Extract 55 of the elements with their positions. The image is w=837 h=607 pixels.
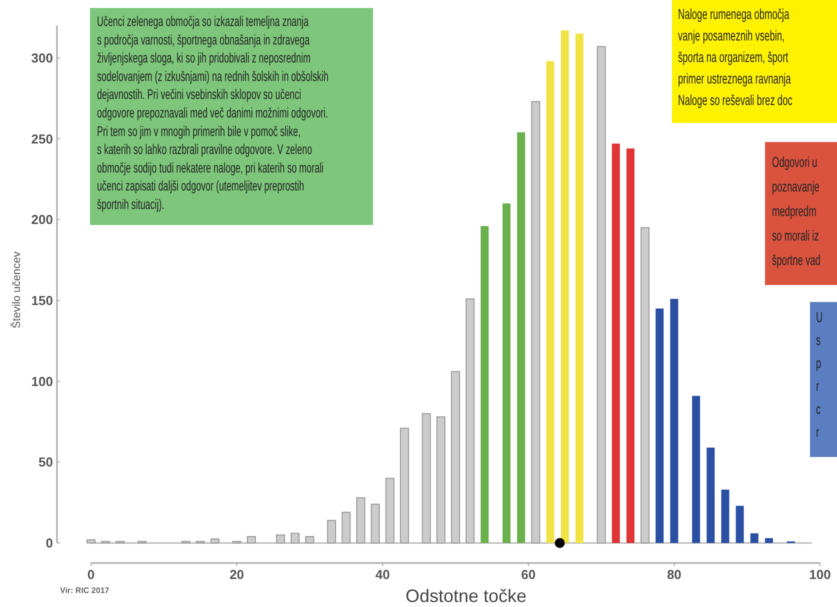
bar — [656, 308, 664, 543]
bar — [575, 34, 584, 543]
x-tick-label: 40 — [375, 567, 390, 582]
bar — [290, 532, 300, 544]
text: Vir: RIC 2017 — [60, 586, 110, 595]
bar — [342, 512, 351, 544]
bar — [305, 536, 314, 544]
bar — [422, 413, 431, 544]
y-tick-label: 200 — [31, 212, 53, 228]
y-tick-label: 0 — [46, 536, 53, 551]
bar — [436, 416, 446, 544]
bar — [502, 203, 511, 543]
y-tick-label: 50 — [38, 454, 53, 470]
bar — [640, 227, 650, 544]
bar — [466, 298, 475, 544]
bar — [560, 30, 569, 543]
bar — [480, 226, 489, 543]
bar — [385, 478, 394, 544]
bar — [327, 520, 336, 544]
x-tick-label: 80 — [666, 567, 682, 582]
x-tick-label: 60 — [521, 567, 536, 582]
x-tick-label: 100 — [809, 567, 831, 582]
bar — [764, 538, 773, 543]
bar — [356, 497, 366, 544]
bar — [86, 539, 96, 544]
bar — [721, 490, 730, 543]
text: Učenci zelenega območja so izkazali temeljna znanja s področja varnosti, športnega obnašanja in zdravega življenjskega sloga, ki so jih pridobivali z neposrednim sodelovanjem (z izkušnjami) na rednih šolskih in obšolskih dejavnostih. Pri večini vsebinskih sklopov so učenci odgovore prepoznavali med več danimi možnimi odgovori. Pri tem so jim v mnogih primerih bile v pomoč slike, s katerih so lahko razbrali pravilne odgovore. V zeleno območje sodijo tudi nekatere naloge, pri katerih so morali učenci zapisati daljši odgovor (utemeljitev preprostih športnih situacij). — [97, 14, 329, 213]
bar — [246, 536, 256, 544]
bar — [370, 504, 380, 544]
bar — [692, 396, 700, 543]
x-axis-title: Odstotne točke — [405, 586, 527, 606]
y-tick-label: 300 — [31, 50, 53, 66]
y-tick-label: 250 — [31, 131, 53, 146]
bar — [596, 46, 606, 544]
annotation: Naloge rumenega območja vanje posameznih vsebin, športa na organizem, šport primer ustreznega ravnanja Naloge so reševali brez doc — [678, 6, 792, 109]
bar — [400, 428, 409, 544]
annotation: Odgovori u poznavanje medpredm so morali iz športne vad — [772, 154, 820, 269]
x-tick-label: 0 — [87, 567, 95, 582]
y-tick-label: 150 — [31, 293, 53, 308]
bar — [517, 132, 526, 543]
bar — [276, 534, 286, 544]
bar — [736, 506, 744, 543]
bar — [706, 448, 715, 543]
bar — [750, 533, 758, 543]
bar — [210, 538, 220, 544]
bar — [612, 144, 620, 543]
bar — [670, 298, 678, 543]
x-tick-label: 20 — [230, 567, 244, 582]
bar — [626, 148, 634, 543]
bar — [451, 371, 460, 544]
annotation: U s p r c r — [816, 308, 823, 441]
bar — [546, 61, 554, 543]
y-axis-title: Število učencev — [10, 250, 23, 329]
y-tick-label: 100 — [31, 374, 53, 389]
bar — [531, 101, 540, 544]
